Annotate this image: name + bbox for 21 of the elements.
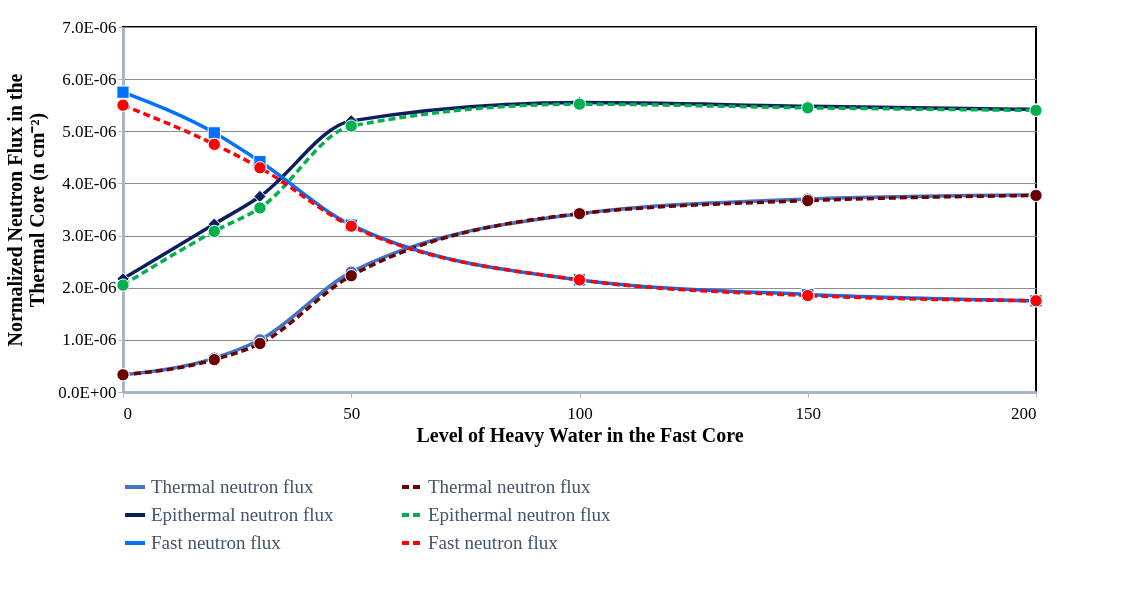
y-tick-label: 7.0E-06 <box>62 17 117 37</box>
x-tick-label: 50 <box>343 403 361 423</box>
x-axis-title: Level of Heavy Water in the Fast Core <box>416 423 744 447</box>
y-tick-label: 6.0E-06 <box>62 69 117 89</box>
legend-label: Fast neutron flux <box>151 532 282 553</box>
y-tick-label: 4.0E-06 <box>62 173 117 193</box>
y-tick-label: 2.0E-06 <box>62 278 117 298</box>
x-tick-label: 100 <box>567 403 593 423</box>
legend-label: Epithermal neutron flux <box>151 504 335 525</box>
y-tick-label: 1.0E-06 <box>62 330 117 350</box>
legend-label: Thermal neutron flux <box>151 476 314 497</box>
legend-label: Epithermal neutron flux <box>428 504 612 525</box>
x-tick-label: 200 <box>1011 403 1037 423</box>
legend-label: Fast neutron flux <box>428 532 559 553</box>
y-tick-label: 5.0E-06 <box>62 121 117 141</box>
y-tick-label: 3.0E-06 <box>62 226 117 246</box>
x-tick-label: 150 <box>795 403 821 423</box>
x-tick-label: 0 <box>123 403 132 423</box>
y-axis-title: Normalized Neutron Flux in the Thermal Core (n cm⁻²) <box>4 73 50 347</box>
y-tick-label: 0.0E+00 <box>58 382 117 402</box>
legend-label: Thermal neutron flux <box>428 476 591 497</box>
